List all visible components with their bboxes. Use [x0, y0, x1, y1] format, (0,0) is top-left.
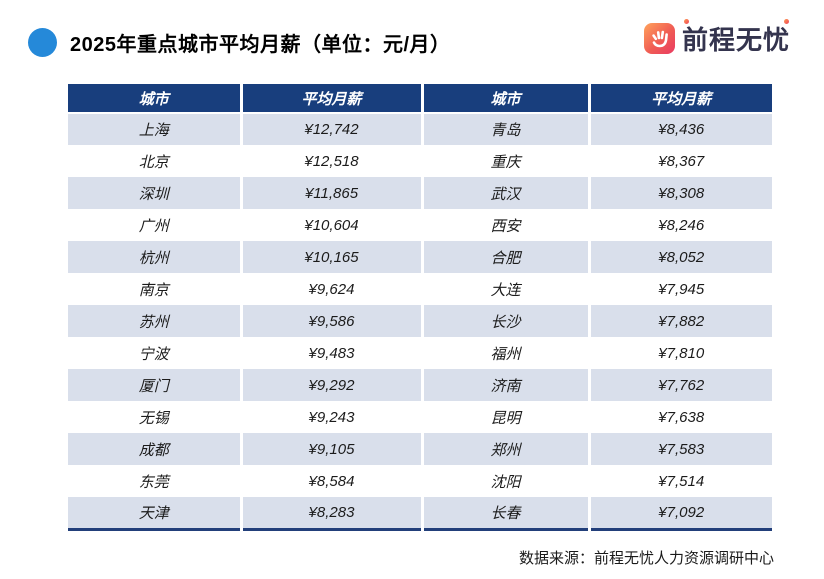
salary-cell: ¥11,865: [241, 177, 424, 209]
header-city-right: 城市: [422, 84, 591, 114]
city-cell: 宁波: [68, 337, 243, 369]
salary-cell: ¥12,518: [241, 145, 424, 177]
salary-cell: ¥9,243: [241, 401, 424, 433]
salary-cell: ¥7,810: [589, 337, 772, 369]
salary-cell: ¥7,092: [589, 497, 772, 529]
salary-cell: ¥7,583: [589, 433, 772, 465]
salary-cell: ¥8,246: [589, 209, 772, 241]
salary-cell: ¥8,052: [589, 241, 772, 273]
table-header: 城市 平均月薪 城市 平均月薪: [68, 84, 772, 114]
logo-accent-dot: [684, 19, 689, 24]
city-cell: 厦门: [68, 369, 243, 401]
city-cell: 南京: [68, 273, 243, 305]
table-row: 东莞 ¥8,584 沈阳 ¥7,514: [68, 465, 772, 497]
city-cell: 成都: [68, 433, 243, 465]
table-body: 上海 ¥12,742 青岛 ¥8,436 北京 ¥12,518 重庆 ¥8,367 深圳 ¥11,…: [68, 113, 772, 529]
city-cell: 昆明: [422, 401, 591, 433]
city-cell: 沈阳: [422, 465, 591, 497]
city-cell: 长沙: [422, 305, 591, 337]
salary-cell: ¥8,308: [589, 177, 772, 209]
city-cell: 济南: [422, 369, 591, 401]
table-row: 深圳 ¥11,865 武汉 ¥8,308: [68, 177, 772, 209]
city-cell: 重庆: [422, 145, 591, 177]
salary-cell: ¥7,945: [589, 273, 772, 305]
city-cell: 东莞: [68, 465, 243, 497]
table-row: 上海 ¥12,742 青岛 ¥8,436: [68, 113, 772, 145]
salary-cell: ¥12,742: [241, 113, 424, 145]
salary-table: 城市 平均月薪 城市 平均月薪 上海 ¥12,742 青岛 ¥8,436 北京 ¥12,5…: [68, 84, 772, 531]
city-cell: 大连: [422, 273, 591, 305]
city-cell: 郑州: [422, 433, 591, 465]
salary-cell: ¥8,584: [241, 465, 424, 497]
salary-cell: ¥10,604: [241, 209, 424, 241]
table-row: 南京 ¥9,624 大连 ¥7,945: [68, 273, 772, 305]
hand-smile-icon: [644, 23, 675, 54]
header-city-left: 城市: [68, 84, 243, 114]
title-row: 2025年重点城市平均月薪（单位：元/月）: [28, 28, 451, 57]
data-source-note: 数据来源：前程无忧人力资源调研中心: [518, 550, 774, 567]
salary-cell: ¥10,165: [241, 241, 424, 273]
header-salary-right: 平均月薪: [589, 84, 772, 114]
salary-cell: ¥8,283: [241, 497, 424, 529]
table-row: 宁波 ¥9,483 福州 ¥7,810: [68, 337, 772, 369]
table-row: 无锡 ¥9,243 昆明 ¥7,638: [68, 401, 772, 433]
table-row: 苏州 ¥9,586 长沙 ¥7,882: [68, 305, 772, 337]
title-bullet-dot: [28, 28, 57, 57]
city-cell: 长春: [422, 497, 591, 529]
city-cell: 合肥: [422, 241, 591, 273]
salary-cell: ¥9,105: [241, 433, 424, 465]
city-cell: 苏州: [68, 305, 243, 337]
salary-cell: ¥9,483: [241, 337, 424, 369]
city-cell: 福州: [422, 337, 591, 369]
city-cell: 上海: [68, 113, 243, 145]
city-cell: 武汉: [422, 177, 591, 209]
city-cell: 青岛: [422, 113, 591, 145]
header-salary-left: 平均月薪: [241, 84, 424, 114]
brand-name: 前程无忧: [682, 19, 790, 57]
table-header-row: 城市 平均月薪 城市 平均月薪: [68, 84, 772, 114]
logo-accent-dot: [784, 19, 790, 24]
salary-cell: ¥9,292: [241, 369, 424, 401]
table-row: 北京 ¥12,518 重庆 ¥8,367: [68, 145, 772, 177]
table-row: 杭州 ¥10,165 合肥 ¥8,052: [68, 241, 772, 273]
city-cell: 无锡: [68, 401, 243, 433]
table-row: 广州 ¥10,604 西安 ¥8,246: [68, 209, 772, 241]
table-row: 成都 ¥9,105 郑州 ¥7,583: [68, 433, 772, 465]
city-cell: 深圳: [68, 177, 243, 209]
city-cell: 广州: [68, 209, 243, 241]
city-cell: 西安: [422, 209, 591, 241]
salary-cell: ¥8,367: [589, 145, 772, 177]
salary-cell: ¥7,882: [589, 305, 772, 337]
salary-cell: ¥9,586: [241, 305, 424, 337]
salary-cell: ¥7,638: [589, 401, 772, 433]
brand-logo: 前程无忧: [644, 19, 790, 57]
table-row: 天津 ¥8,283 长春 ¥7,092: [68, 497, 772, 529]
city-cell: 北京: [68, 145, 243, 177]
salary-cell: ¥8,436: [589, 113, 772, 145]
city-cell: 杭州: [68, 241, 243, 273]
salary-cell: ¥7,514: [589, 465, 772, 497]
salary-cell: ¥7,762: [589, 369, 772, 401]
table-row: 厦门 ¥9,292 济南 ¥7,762: [68, 369, 772, 401]
salary-cell: ¥9,624: [241, 273, 424, 305]
city-cell: 天津: [68, 497, 243, 529]
page-title: 2025年重点城市平均月薪（单位：元/月）: [70, 34, 451, 56]
